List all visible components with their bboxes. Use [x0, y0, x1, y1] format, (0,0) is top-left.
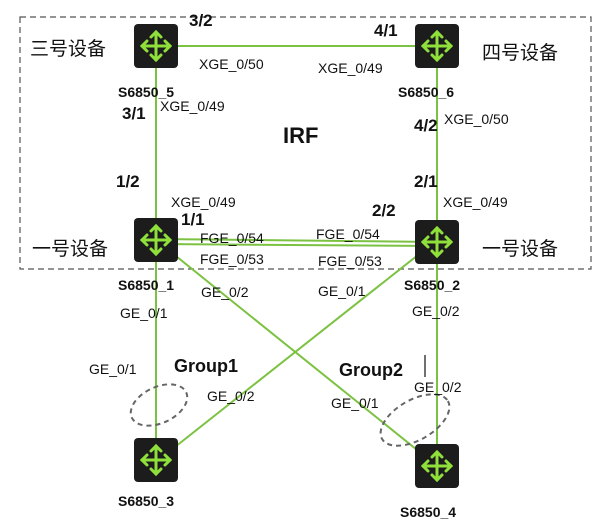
iface-s3-ge2: GE_0/2	[207, 388, 255, 404]
iface-s1-xge49: XGE_0/49	[171, 194, 236, 210]
irf-port-3-1: 3/1	[122, 104, 146, 123]
iface-s1-ge1: GE_0/1	[120, 305, 168, 321]
group2-label: Group2	[339, 360, 404, 380]
iface-s2-fge54: FGE_0/54	[316, 226, 380, 242]
s6850-2-router-icon[interactable]	[415, 220, 459, 264]
device-cn-label-s6: 四号设备	[482, 42, 559, 64]
irf-port-1-2: 1/2	[116, 172, 140, 191]
irf-boundary	[19, 16, 592, 270]
irf-port-4-1: 4/1	[374, 21, 398, 40]
group1-label: Group1	[174, 356, 239, 376]
device-name-s6850-2: S6850_2	[404, 277, 461, 293]
device-name-s6850-3: S6850_3	[118, 493, 175, 509]
iface-s1-fge54: FGE_0/54	[200, 230, 264, 246]
device-name-s6850-6: S6850_6	[398, 84, 455, 100]
device-name-s6850-4: S6850_4	[400, 504, 457, 520]
s6850-3-router-icon[interactable]	[134, 438, 178, 482]
irf-port-3-2: 3/2	[189, 11, 213, 30]
iface-s2-ge2: GE_0/2	[412, 303, 460, 319]
iface-s2-fge53: FGE_0/53	[318, 253, 382, 269]
device-cn-label-s2: 一号设备	[482, 238, 559, 260]
iface-s5-xge49: XGE_0/49	[160, 98, 225, 114]
device-cn-label-s1: 一号设备	[32, 238, 109, 260]
device-name-s6850-1: S6850_1	[118, 277, 175, 293]
link-s1-s2-a	[155, 238, 438, 243]
iface-s4-ge1: GE_0/1	[331, 395, 379, 411]
device-name-s6850-5: S6850_5	[118, 84, 175, 100]
iface-s3-ge1: GE_0/1	[89, 361, 137, 377]
group1-ellipse	[129, 383, 189, 427]
iface-s2-xge49: XGE_0/49	[443, 194, 508, 210]
s6850-4-router-icon[interactable]	[415, 444, 459, 488]
iface-s1-fge53: FGE_0/53	[200, 251, 264, 267]
irf-label: IRF	[283, 123, 319, 148]
link-s1-s2-b	[155, 243, 438, 247]
irf-port-4-2: 4/2	[414, 116, 438, 135]
link-s1-s4	[155, 239, 438, 467]
iface-s5-xge50: XGE_0/50	[199, 56, 264, 72]
s6850-1-router-icon[interactable]	[134, 218, 178, 262]
iface-s2-ge1: GE_0/1	[318, 283, 366, 299]
irf-port-2-1: 2/1	[414, 172, 438, 191]
iface-s1-ge2: GE_0/2	[201, 284, 249, 300]
s6850-5-router-icon[interactable]	[134, 24, 178, 68]
group2-ellipse	[379, 393, 451, 447]
iface-s4-ge2: GE_0/2	[414, 379, 462, 395]
device-cn-label-s5: 三号设备	[30, 38, 107, 60]
irf-port-1-1: 1/1	[181, 210, 205, 229]
s6850-6-router-icon[interactable]	[415, 24, 459, 68]
link-s2-s3	[155, 239, 438, 463]
iface-s6-xge49: XGE_0/49	[318, 60, 383, 76]
iface-s6-xge50: XGE_0/50	[444, 111, 509, 127]
irf-port-2-2: 2/2	[372, 201, 396, 220]
